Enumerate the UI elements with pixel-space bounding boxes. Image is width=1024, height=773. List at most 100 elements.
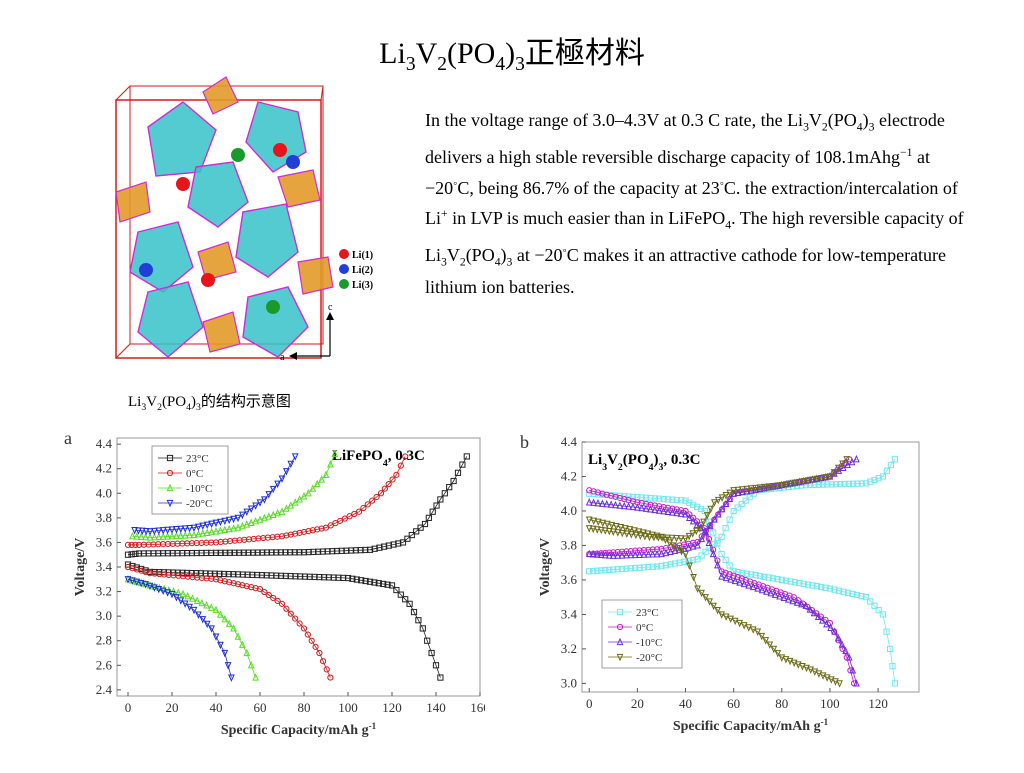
- description-fragment: 2: [821, 120, 828, 134]
- data-point: [605, 527, 613, 536]
- data-point: [226, 549, 233, 556]
- data-point: [589, 550, 597, 558]
- data-point: [694, 556, 701, 563]
- data-point: [769, 575, 777, 582]
- data-point: [722, 492, 730, 500]
- data-point: [212, 576, 220, 583]
- data-point: [585, 549, 593, 558]
- data-point: [212, 633, 220, 641]
- data-point: [834, 633, 842, 642]
- data-point: [225, 619, 233, 627]
- y-axis-label: Voltage/V: [73, 538, 88, 597]
- data-point: [124, 576, 132, 584]
- data-point: [314, 526, 321, 533]
- y-tick-label: 3.2: [561, 641, 577, 656]
- legend-label: -10°C: [636, 637, 662, 649]
- data-point: [239, 640, 246, 648]
- data-point: [849, 666, 857, 674]
- data-point: [309, 527, 316, 534]
- data-point: [702, 594, 709, 602]
- data-point: [832, 481, 840, 488]
- data-point: [621, 495, 628, 503]
- data-point: [709, 549, 717, 558]
- data-point: [313, 479, 321, 488]
- data-point: [645, 563, 652, 571]
- data-point: [188, 569, 195, 577]
- data-point: [239, 582, 246, 589]
- data-point: [179, 569, 186, 576]
- data-point: [212, 605, 220, 614]
- data-point: [673, 508, 681, 517]
- data-point: [234, 581, 242, 588]
- series-0: [124, 453, 470, 681]
- data-point: [698, 552, 705, 559]
- data-point: [142, 527, 150, 536]
- data-point: [135, 527, 142, 535]
- data-point: [671, 560, 679, 567]
- data-point: [300, 625, 308, 632]
- po4-tetrahedron: [115, 181, 151, 223]
- data-point: [658, 563, 665, 570]
- data-point: [137, 532, 145, 540]
- data-point: [824, 481, 831, 488]
- caption-fragment: 2: [157, 402, 162, 413]
- data-point: [730, 507, 737, 515]
- title-fragment: Li: [379, 37, 406, 70]
- data-point: [375, 580, 382, 587]
- data-point: [726, 516, 733, 523]
- data-point: [680, 558, 688, 565]
- data-point: [243, 583, 250, 590]
- data-point: [727, 575, 735, 583]
- data-point: [649, 563, 656, 570]
- data-point: [718, 533, 725, 540]
- data-point: [296, 620, 303, 627]
- data-point: [649, 550, 657, 558]
- data-point: [300, 528, 308, 536]
- data-point: [647, 495, 654, 502]
- data-point: [417, 524, 424, 531]
- data-point: [711, 515, 718, 523]
- data-point: [247, 660, 255, 669]
- data-point: [322, 524, 330, 531]
- data-point: [655, 506, 663, 514]
- data-point: [756, 572, 764, 580]
- data-point: [722, 525, 729, 532]
- data-point: [726, 489, 734, 497]
- data-point: [627, 547, 634, 555]
- data-point: [601, 527, 609, 535]
- po4-tetrahedron: [297, 256, 334, 295]
- data-point: [590, 498, 597, 506]
- description-fragment: in LVP is much easier than in LiFePO: [447, 208, 726, 229]
- data-point: [815, 670, 823, 678]
- data-point: [610, 549, 617, 556]
- data-point: [133, 566, 140, 573]
- y-tick-label: 3.6: [561, 572, 578, 587]
- page-title: Li3V2(PO4)3正極材料: [0, 28, 1024, 76]
- data-point: [193, 570, 200, 577]
- data-point: [609, 551, 617, 559]
- data-point: [278, 600, 286, 607]
- data-point: [179, 589, 187, 598]
- data-point: [402, 596, 409, 603]
- data-point: [190, 524, 198, 532]
- data-point: [240, 549, 247, 556]
- data-point: [454, 469, 462, 476]
- data-point: [221, 578, 228, 585]
- data-point: [265, 591, 272, 599]
- title-fragment: 4: [495, 54, 506, 75]
- description-fragment: +: [441, 207, 448, 221]
- data-point: [796, 579, 803, 587]
- data-point: [718, 572, 725, 580]
- data-point: [836, 680, 843, 688]
- data-point: [623, 548, 630, 555]
- data-point: [239, 511, 246, 520]
- data-point: [603, 499, 611, 508]
- data-point: [142, 568, 149, 576]
- data-point: [211, 570, 218, 577]
- data-point: [186, 524, 193, 533]
- y-tick-label: 3.0: [561, 675, 577, 690]
- data-point: [832, 678, 839, 686]
- data-point: [274, 480, 281, 489]
- data-point: [181, 525, 189, 533]
- data-point: [228, 674, 235, 682]
